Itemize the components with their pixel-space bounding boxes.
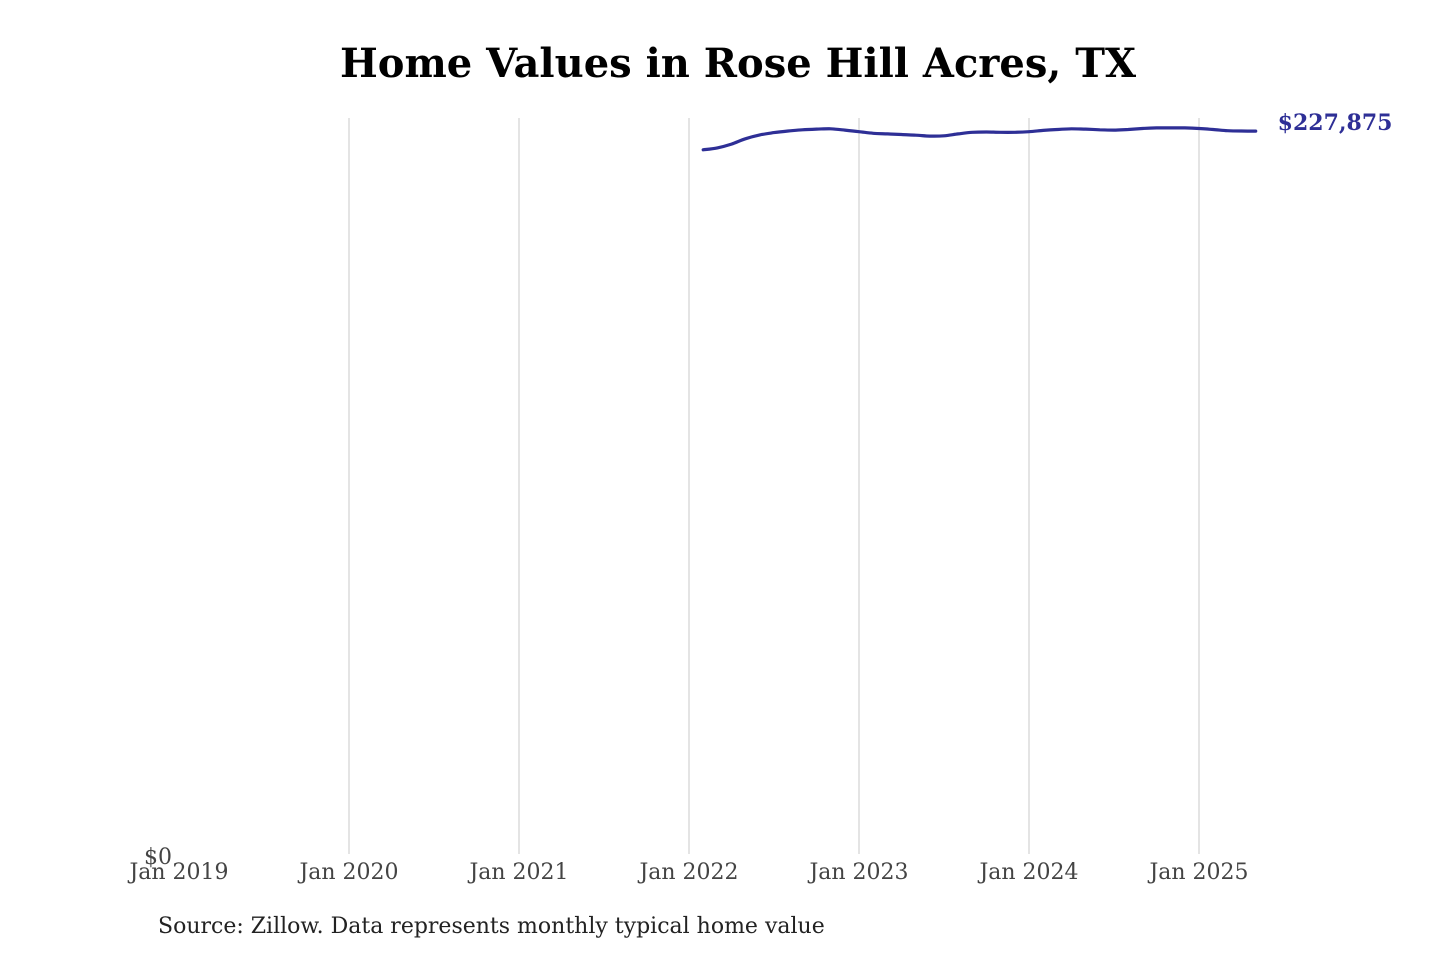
x-tick-label: Jan 2019 [127, 860, 228, 885]
x-tick-label: Jan 2020 [297, 860, 398, 885]
gridlines [348, 118, 1200, 854]
x-tick-label: Jan 2024 [977, 860, 1078, 885]
y-tick-label: $0 [144, 845, 172, 870]
x-tick-label: Jan 2025 [1147, 860, 1248, 885]
source-note: Source: Zillow. Data represents monthly … [158, 914, 825, 939]
home-value-line [701, 126, 1258, 152]
x-tick-label: Jan 2022 [637, 860, 738, 885]
series-layer [701, 126, 1258, 152]
labels: Jan 2019 Jan 2020 Jan 2021 Jan 2022 Jan 2023… [127, 110, 1392, 885]
end-value-label: $227,875 [1278, 110, 1393, 136]
x-tick-label: Jan 2023 [807, 860, 908, 885]
x-tick-label: Jan 2021 [467, 860, 568, 885]
chart-title: Home Values in Rose Hill Acres, TX [339, 40, 1137, 87]
